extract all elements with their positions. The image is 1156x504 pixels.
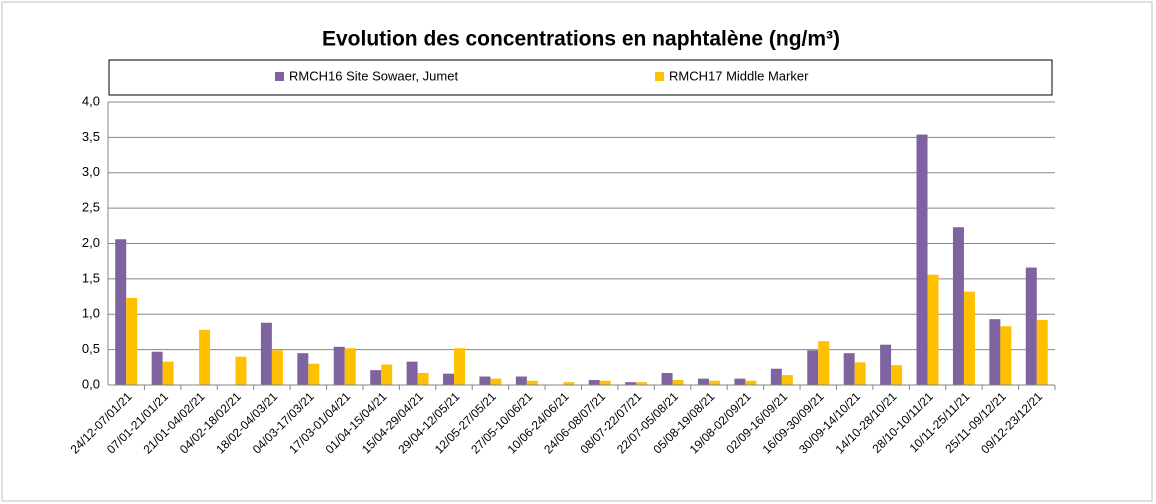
bar <box>588 380 600 385</box>
legend-swatch <box>655 72 664 81</box>
legend-swatch <box>275 72 284 81</box>
bar <box>308 363 320 385</box>
bar <box>745 380 757 385</box>
bar <box>781 375 793 385</box>
bar <box>297 353 309 385</box>
bar <box>963 291 975 385</box>
bar <box>515 376 527 385</box>
bar <box>479 376 491 385</box>
bar <box>891 365 903 385</box>
bar <box>843 353 855 385</box>
bar <box>490 378 502 385</box>
bar <box>927 274 939 385</box>
bar <box>770 368 782 385</box>
bar <box>636 382 648 385</box>
bar <box>1000 326 1012 385</box>
y-tick-label: 0,0 <box>82 376 100 391</box>
bar <box>807 350 819 385</box>
bar <box>151 351 163 385</box>
bar <box>1036 319 1048 385</box>
bar <box>818 341 830 385</box>
bar <box>880 344 892 385</box>
chart-title: Evolution des concentrations en naphtalè… <box>322 28 840 51</box>
bar <box>115 239 127 385</box>
y-tick-label: 2,0 <box>82 235 100 250</box>
y-tick-label: 3,5 <box>82 129 100 144</box>
bar <box>952 227 964 385</box>
bar <box>989 319 1001 385</box>
bar <box>235 356 247 385</box>
bar <box>344 348 356 385</box>
legend-label: RMCH16 Site Sowaer, Jumet <box>289 68 458 83</box>
bar <box>417 372 429 385</box>
bar <box>271 350 283 385</box>
y-tick-label: 2,5 <box>82 200 100 215</box>
bar <box>443 373 455 385</box>
bar <box>454 348 466 385</box>
bar <box>734 378 746 385</box>
bar <box>916 134 928 385</box>
y-tick-label: 3,0 <box>82 164 100 179</box>
bar <box>333 346 345 385</box>
bar <box>625 382 637 385</box>
bar <box>260 322 272 385</box>
bar <box>672 380 684 385</box>
bar <box>199 329 211 385</box>
y-tick-label: 1,0 <box>82 306 100 321</box>
bar <box>854 362 866 385</box>
bar <box>162 361 174 385</box>
bar <box>381 364 393 385</box>
y-tick-label: 0,5 <box>82 341 100 356</box>
y-tick-label: 1,5 <box>82 270 100 285</box>
bar <box>697 378 709 385</box>
legend-box <box>108 59 1053 96</box>
bar <box>661 372 673 385</box>
bar <box>126 297 138 385</box>
bar <box>406 361 418 385</box>
y-tick-label: 4,0 <box>82 93 100 108</box>
bar <box>370 370 382 385</box>
bar <box>563 382 575 385</box>
bar <box>708 380 720 385</box>
bar <box>1025 267 1037 385</box>
bar <box>599 380 611 385</box>
bar <box>526 380 538 385</box>
legend-label: RMCH17 Middle Marker <box>669 68 809 83</box>
